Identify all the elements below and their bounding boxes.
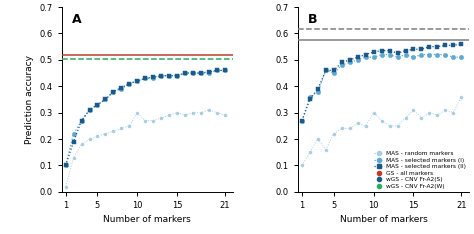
Y-axis label: Prediction accuracy: Prediction accuracy [25, 55, 34, 144]
Legend: MAS - random markers, MAS - selected markers (I), MAS - selected markers (II), G: MAS - random markers, MAS - selected mar… [374, 151, 466, 189]
X-axis label: Number of markers: Number of markers [340, 216, 428, 224]
Text: A: A [72, 13, 82, 26]
Text: B: B [308, 13, 318, 26]
X-axis label: Number of markers: Number of markers [103, 216, 191, 224]
